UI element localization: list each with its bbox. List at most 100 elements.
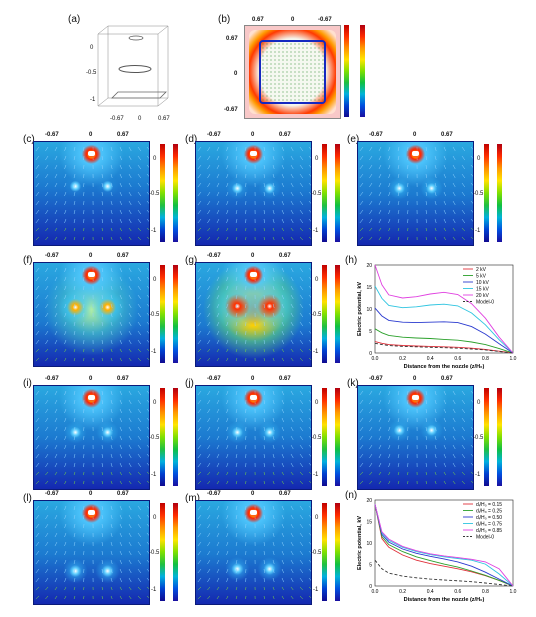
field-vector bbox=[197, 173, 202, 179]
field-vector bbox=[443, 435, 446, 441]
panel-l-ytick-1: -0.5 bbox=[149, 550, 160, 556]
field-vector bbox=[119, 209, 122, 215]
field-vector bbox=[146, 294, 149, 298]
field-vector bbox=[272, 532, 275, 538]
field-vector bbox=[272, 568, 275, 574]
field-vector bbox=[64, 155, 67, 161]
panel-g-vectors bbox=[197, 267, 311, 362]
field-vector bbox=[101, 541, 103, 547]
field-vector bbox=[378, 200, 382, 206]
field-vector bbox=[54, 209, 58, 215]
panel-g-nozzle bbox=[250, 272, 257, 277]
field-vector bbox=[146, 471, 149, 475]
field-vector bbox=[64, 568, 67, 574]
field-vector bbox=[216, 348, 220, 353]
field-vector bbox=[110, 444, 113, 450]
field-vector bbox=[54, 236, 58, 241]
field-vector bbox=[235, 164, 238, 170]
field-vector bbox=[470, 191, 473, 195]
field-vector bbox=[308, 577, 311, 581]
field-vector bbox=[207, 339, 211, 345]
field-vector bbox=[281, 480, 284, 485]
field-vector bbox=[263, 532, 265, 538]
field-vector bbox=[290, 532, 294, 538]
field-vector bbox=[461, 155, 466, 161]
field-vector bbox=[146, 595, 149, 599]
field-vector bbox=[207, 444, 211, 450]
y-tick-label: 5 bbox=[369, 329, 372, 335]
field-vector bbox=[119, 294, 122, 300]
field-vector bbox=[35, 586, 40, 591]
field-vector bbox=[425, 182, 427, 188]
field-vector bbox=[110, 471, 113, 476]
field-vector bbox=[119, 453, 122, 459]
field-vector bbox=[359, 480, 364, 485]
field-vector bbox=[263, 390, 265, 396]
field-vector bbox=[197, 559, 202, 565]
field-vector bbox=[101, 236, 103, 241]
field-vector bbox=[235, 471, 238, 476]
field-vector bbox=[281, 330, 284, 336]
field-vector bbox=[146, 357, 149, 361]
field-vector bbox=[272, 155, 275, 161]
panel-f-xtick-1: 0 bbox=[89, 253, 93, 259]
field-vector bbox=[299, 550, 304, 556]
field-vector bbox=[263, 595, 265, 600]
field-vector bbox=[397, 471, 400, 476]
field-vector bbox=[226, 514, 229, 520]
field-vector bbox=[226, 577, 229, 583]
field-vector bbox=[359, 164, 364, 170]
field-vector bbox=[110, 236, 113, 241]
field-vector bbox=[207, 559, 211, 565]
field-vector bbox=[197, 164, 202, 170]
field-vector bbox=[110, 514, 113, 520]
field-vector bbox=[290, 303, 294, 309]
field-vector bbox=[128, 444, 132, 450]
field-vector bbox=[119, 417, 122, 423]
y-axis-label: Electric potential, kV bbox=[357, 282, 363, 336]
field-vector bbox=[64, 191, 67, 197]
panel-b-xtick-2: -0.67 bbox=[318, 17, 332, 23]
field-vector bbox=[35, 330, 40, 336]
field-vector bbox=[137, 462, 142, 468]
field-vector bbox=[290, 357, 294, 362]
field-vector bbox=[137, 227, 142, 232]
field-vector bbox=[101, 200, 103, 206]
field-vector bbox=[299, 182, 304, 188]
field-vector bbox=[359, 444, 364, 450]
field-vector bbox=[128, 595, 132, 600]
panel-l-ytick-0: 0 bbox=[153, 515, 157, 521]
panel-e-colorbar-2 bbox=[497, 144, 502, 242]
field-vector bbox=[263, 523, 265, 529]
field-vector bbox=[73, 339, 76, 345]
field-vector bbox=[263, 276, 265, 282]
field-vector bbox=[101, 471, 103, 476]
field-vector bbox=[35, 173, 40, 179]
field-vector bbox=[216, 523, 220, 529]
field-vector bbox=[54, 191, 58, 197]
panel-g-field bbox=[195, 262, 312, 367]
field-vector bbox=[110, 523, 113, 529]
field-vector bbox=[137, 568, 142, 574]
field-vector bbox=[226, 285, 229, 291]
legend-entry: 15 kV bbox=[476, 286, 489, 292]
legend-entry: 5 kV bbox=[476, 273, 487, 279]
field-vector bbox=[369, 191, 373, 197]
field-vector bbox=[216, 514, 220, 520]
field-vector bbox=[128, 227, 132, 232]
field-vector bbox=[397, 408, 400, 414]
field-vector bbox=[54, 595, 58, 600]
field-vector bbox=[146, 426, 149, 430]
field-vector bbox=[281, 164, 284, 170]
field-vector bbox=[369, 218, 373, 224]
field-vector bbox=[73, 462, 76, 468]
field-vector bbox=[45, 577, 49, 583]
field-vector bbox=[226, 294, 229, 300]
field-vector bbox=[452, 146, 456, 152]
field-vector bbox=[45, 417, 49, 423]
field-vector bbox=[290, 426, 294, 432]
x-tick-label: 1.0 bbox=[510, 589, 517, 595]
field-vector bbox=[35, 164, 40, 170]
field-vector bbox=[207, 236, 211, 241]
series-line bbox=[374, 328, 514, 354]
